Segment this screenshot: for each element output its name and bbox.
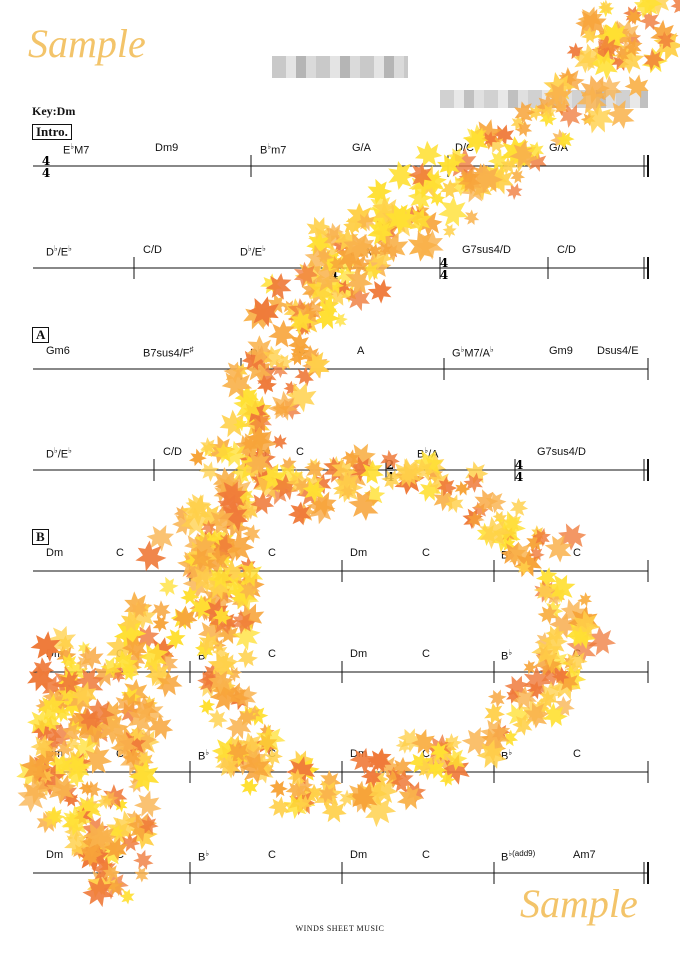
chord-symbol: C bbox=[116, 547, 124, 559]
section-marker: B bbox=[32, 529, 49, 545]
chord-symbol: B♭m7 bbox=[260, 142, 287, 157]
chord-symbol: Gm6 bbox=[46, 345, 70, 357]
chord-symbol: C bbox=[268, 648, 276, 660]
blurred-title bbox=[272, 56, 408, 78]
chord-symbol: C/D bbox=[557, 244, 576, 256]
chord-symbol: E♭M7 bbox=[63, 142, 90, 157]
chord-symbol: D♭/E♭ bbox=[46, 446, 72, 461]
time-signature-top: 4 bbox=[515, 458, 523, 472]
chord-symbol: Dm bbox=[350, 748, 368, 760]
chord-symbol: Dsus4/E bbox=[597, 345, 639, 357]
chord-symbol: C bbox=[573, 547, 581, 559]
time-signature-bottom: 4 bbox=[515, 470, 523, 484]
chord-symbol: Dm9 bbox=[155, 142, 179, 154]
chord-symbol: B♭ bbox=[198, 547, 210, 562]
chord-symbol: C bbox=[422, 849, 430, 861]
time-signature-bottom: 4 bbox=[330, 268, 338, 282]
chord-symbol: Dm bbox=[350, 849, 368, 861]
chord-symbol: C bbox=[573, 748, 581, 760]
chord-symbol: C bbox=[116, 648, 124, 660]
chord-symbol: C bbox=[268, 547, 276, 559]
sample-watermark-bottom: Sample bbox=[520, 881, 638, 926]
chord-symbol: Dm bbox=[46, 648, 64, 660]
section-marker: A bbox=[32, 327, 50, 343]
chord-symbol: C bbox=[116, 748, 124, 760]
chord-symbol: Dm bbox=[350, 648, 368, 660]
time-signature-top: 4 bbox=[440, 256, 448, 270]
publisher-footer: WINDS SHEET MUSIC bbox=[295, 924, 385, 933]
chord-symbol: Dm bbox=[46, 748, 64, 760]
chord-symbol: B♭ bbox=[198, 748, 210, 763]
chord-symbol: Am7 bbox=[573, 849, 596, 861]
time-signature-top: 4 bbox=[42, 154, 50, 168]
chord-symbol: C/D bbox=[143, 244, 162, 256]
chord-symbol: C bbox=[116, 849, 124, 861]
chord-symbol: G7sus4/D bbox=[462, 244, 511, 256]
chord-symbol: C bbox=[296, 446, 304, 458]
chord-symbol: B♭/A bbox=[417, 446, 439, 461]
chord-symbol: D/C bbox=[455, 142, 474, 154]
section-marker: Intro. bbox=[32, 124, 72, 140]
key-signature-label: Key:Dm bbox=[32, 104, 76, 118]
chord-symbol: A bbox=[357, 345, 365, 357]
chord-symbol: D♭ bbox=[250, 345, 262, 360]
chord-symbol: Gm9 bbox=[549, 345, 573, 357]
chord-symbol: C bbox=[422, 648, 430, 660]
chord-symbol: B♭ bbox=[198, 648, 210, 663]
chord-symbol: G/A bbox=[352, 142, 371, 154]
chord-symbol: B♭ bbox=[501, 547, 513, 562]
time-signature-bottom: 4 bbox=[42, 166, 50, 180]
chord-symbol: Dm bbox=[46, 849, 64, 861]
chord-symbol: D♭/E♭ bbox=[46, 244, 72, 259]
chord-symbol: C bbox=[422, 547, 430, 559]
chord-symbol: B♭ bbox=[198, 849, 210, 864]
time-signature-bottom: 4 bbox=[386, 470, 394, 484]
chord-symbol: B♭/A bbox=[350, 244, 372, 259]
chord-symbol: B♭ bbox=[501, 648, 513, 663]
chord-symbol: G♭M7/A♭ bbox=[452, 345, 494, 360]
sample-watermark-top: Sample bbox=[28, 21, 146, 66]
chord-symbol: Dm bbox=[350, 547, 368, 559]
chord-symbol: C bbox=[268, 849, 276, 861]
chord-symbol: Dm bbox=[46, 547, 64, 559]
chord-symbol: C bbox=[298, 345, 306, 357]
chord-symbol: C/D bbox=[163, 446, 182, 458]
chord-symbol: D♭/E♭ bbox=[240, 244, 266, 259]
chord-symbol: C bbox=[573, 648, 581, 660]
chord-symbol: G/A bbox=[549, 142, 568, 154]
chord-symbol: B♭(add9) bbox=[501, 849, 536, 864]
chord-symbol: C bbox=[268, 748, 276, 760]
chord-symbol: C bbox=[422, 748, 430, 760]
chord-symbol: G7sus4/D bbox=[537, 446, 586, 458]
chord-symbol: B7sus4/F♯ bbox=[143, 345, 194, 360]
time-signature-bottom: 4 bbox=[440, 268, 448, 282]
chord-symbol: D♭ bbox=[259, 446, 271, 461]
chord-symbol: B♭ bbox=[501, 748, 513, 763]
